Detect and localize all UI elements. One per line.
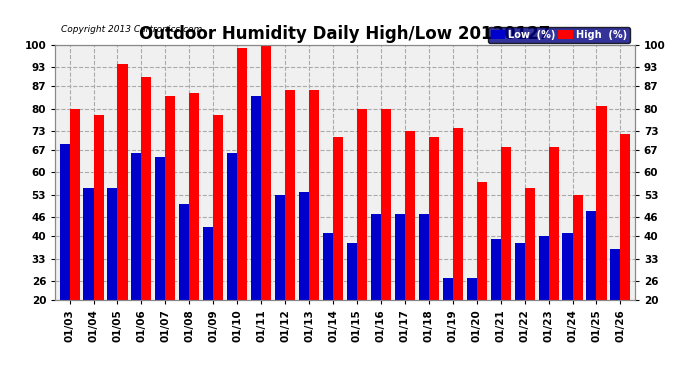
Bar bbox=[466, 278, 477, 364]
Text: Copyright 2013 Cartronics.com: Copyright 2013 Cartronics.com bbox=[61, 24, 202, 33]
Legend: Low  (%), High  (%): Low (%), High (%) bbox=[488, 27, 630, 43]
Bar bbox=[59, 144, 70, 364]
Bar bbox=[131, 153, 141, 364]
Bar bbox=[204, 226, 213, 364]
Bar bbox=[443, 278, 453, 364]
Bar bbox=[453, 128, 463, 364]
Bar bbox=[237, 48, 247, 364]
Bar bbox=[179, 204, 189, 364]
Bar bbox=[419, 214, 428, 364]
Bar bbox=[333, 137, 343, 364]
Bar bbox=[275, 195, 285, 364]
Bar bbox=[405, 131, 415, 364]
Bar bbox=[141, 77, 152, 364]
Bar bbox=[83, 188, 94, 364]
Bar bbox=[94, 115, 104, 364]
Bar bbox=[117, 64, 128, 364]
Bar bbox=[70, 109, 79, 364]
Bar bbox=[549, 147, 559, 364]
Bar bbox=[189, 93, 199, 364]
Bar bbox=[227, 153, 237, 364]
Bar bbox=[501, 147, 511, 364]
Bar bbox=[262, 45, 271, 364]
Bar bbox=[213, 115, 224, 364]
Bar bbox=[620, 134, 631, 364]
Bar bbox=[428, 137, 439, 364]
Bar bbox=[347, 243, 357, 364]
Bar bbox=[251, 96, 262, 364]
Bar bbox=[371, 214, 381, 364]
Bar bbox=[155, 157, 166, 364]
Bar bbox=[515, 243, 524, 364]
Bar bbox=[166, 96, 175, 364]
Bar bbox=[538, 236, 549, 364]
Bar bbox=[586, 211, 596, 364]
Bar bbox=[323, 233, 333, 364]
Bar bbox=[524, 188, 535, 364]
Bar bbox=[611, 249, 620, 364]
Bar bbox=[477, 182, 486, 364]
Bar bbox=[309, 90, 319, 364]
Bar bbox=[596, 105, 607, 364]
Bar bbox=[381, 109, 391, 364]
Bar bbox=[357, 109, 367, 364]
Bar bbox=[108, 188, 117, 364]
Bar bbox=[285, 90, 295, 364]
Bar bbox=[299, 192, 309, 364]
Bar bbox=[562, 233, 573, 364]
Bar bbox=[395, 214, 405, 364]
Title: Outdoor Humidity Daily High/Low 20130127: Outdoor Humidity Daily High/Low 20130127 bbox=[139, 26, 551, 44]
Bar bbox=[573, 195, 582, 364]
Bar bbox=[491, 239, 501, 364]
